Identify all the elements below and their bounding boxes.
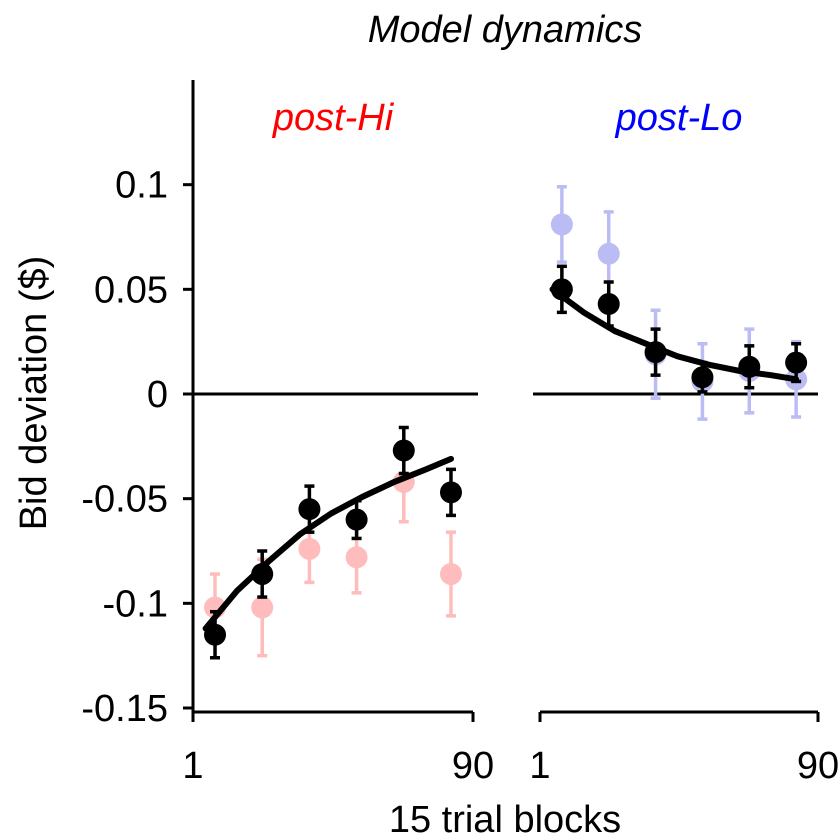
point: [298, 537, 321, 560]
point: [691, 366, 714, 389]
x-tick-label: 90: [452, 745, 494, 787]
point: [345, 546, 368, 569]
chart-title: Model dynamics: [368, 9, 643, 51]
y-tick-label: -0.15: [81, 688, 168, 730]
fit-line: [202, 455, 454, 632]
y-tick-label: 0: [147, 374, 168, 416]
point: [550, 213, 573, 236]
point: [439, 563, 462, 586]
point: [597, 242, 620, 265]
y-tick-label: 0.05: [94, 269, 168, 311]
panel-title: post-Hi: [272, 97, 395, 139]
panel-title: post-Lo: [615, 97, 743, 139]
x-tick-label: 90: [797, 745, 839, 787]
y-axis-label: Bid deviation ($): [13, 256, 55, 531]
point: [597, 292, 620, 315]
point: [345, 508, 368, 531]
point: [439, 481, 462, 504]
point: [644, 341, 667, 364]
x-tick-label: 1: [529, 745, 550, 787]
point: [738, 355, 761, 378]
point: [204, 623, 227, 646]
y-tick-label: -0.1: [103, 583, 168, 625]
y-tick-label: -0.05: [81, 479, 168, 521]
point: [251, 563, 274, 586]
fit-line: [549, 286, 800, 383]
x-tick-label: 1: [182, 745, 203, 787]
point: [785, 351, 808, 374]
point: [550, 278, 573, 301]
point: [251, 596, 274, 619]
y-tick-label: 0.1: [115, 165, 168, 207]
point: [298, 498, 321, 521]
x-axis-label: 15 trial blocks: [389, 799, 621, 840]
point: [392, 439, 415, 462]
